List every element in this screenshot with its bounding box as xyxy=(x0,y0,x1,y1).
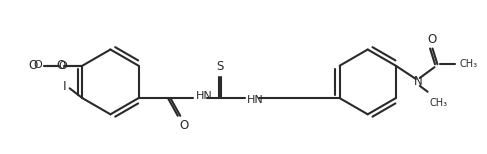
Text: CH₃: CH₃ xyxy=(430,98,448,108)
Text: HN: HN xyxy=(195,91,212,101)
Text: S: S xyxy=(216,60,224,73)
Text: O: O xyxy=(56,59,65,72)
Text: O: O xyxy=(34,60,42,70)
Text: O: O xyxy=(28,59,37,72)
Text: O: O xyxy=(180,119,189,132)
Text: N: N xyxy=(413,75,422,88)
Text: O: O xyxy=(427,33,436,46)
Text: O: O xyxy=(58,61,67,71)
Text: HN: HN xyxy=(246,95,263,105)
Text: CH₃: CH₃ xyxy=(459,59,477,69)
Text: I: I xyxy=(63,80,67,93)
